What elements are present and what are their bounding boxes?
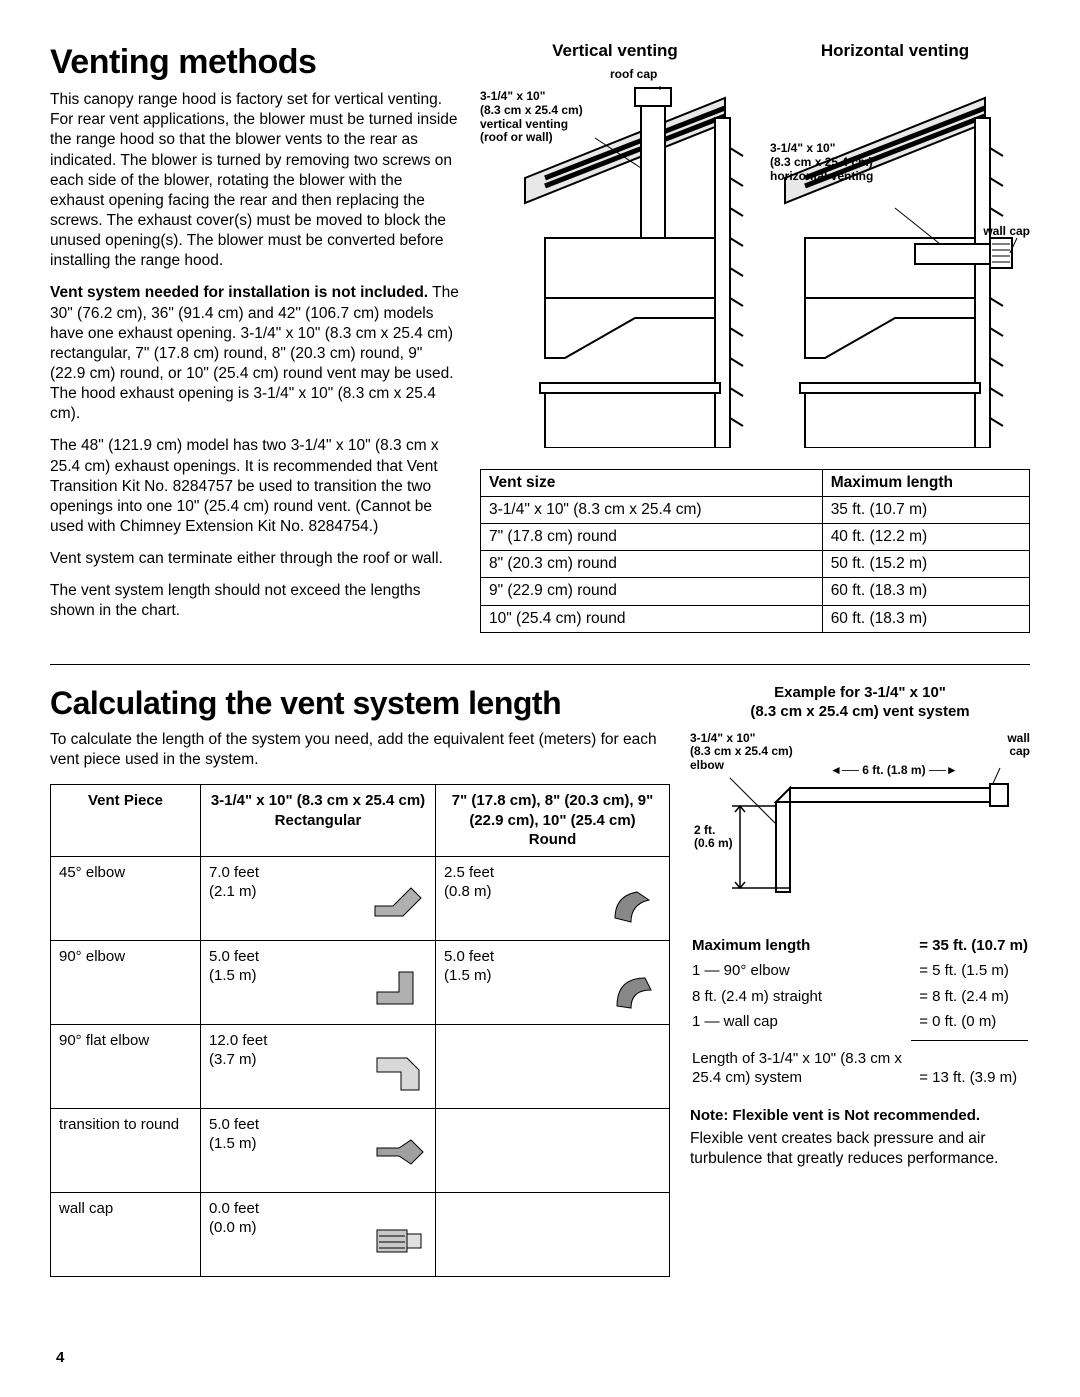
- example-svg: [690, 728, 1030, 918]
- note-body: Flexible vent creates back pressure and …: [690, 1129, 1030, 1169]
- transition-icon: [371, 1134, 427, 1186]
- calc-title: Calculating the vent system length: [50, 683, 670, 725]
- diagram-row: Vertical venting roof cap 3-1/4" x 10" (…: [480, 40, 1030, 455]
- piece-4-rect: 0.0 feet (0.0 m): [201, 1192, 436, 1276]
- calculating-section: Calculating the vent system length To ca…: [50, 664, 1030, 1277]
- venting-p2: Vent system needed for installation is n…: [50, 283, 460, 424]
- piece-3-name: transition to round: [51, 1108, 201, 1192]
- venting-p4: Vent system can terminate either through…: [50, 549, 460, 569]
- venting-diagrams-column: Vertical venting roof cap 3-1/4" x 10" (…: [480, 40, 1030, 634]
- vent-row-1-size: 7" (17.8 cm) round: [481, 524, 823, 551]
- ex-line-1-r: = 8 ft. (2.4 m): [911, 985, 1028, 1009]
- calc-intro: To calculate the length of the system yo…: [50, 730, 670, 770]
- horizontal-venting-diagram: Horizontal venting 3-1/4" x 10" (8.3 cm …: [760, 40, 1030, 455]
- piece-0-name: 45° elbow: [51, 856, 201, 940]
- ex-sum-r: = 13 ft. (3.9 m): [911, 1047, 1028, 1090]
- col-rect: 3-1/4" x 10" (8.3 cm x 25.4 cm) Rectangu…: [201, 785, 436, 857]
- wallcap-icon: [371, 1218, 427, 1270]
- piece-4-name: wall cap: [51, 1192, 201, 1276]
- vertical-vent-label: 3-1/4" x 10" (8.3 cm x 25.4 cm) vertical…: [480, 90, 583, 145]
- vertical-venting-diagram: Vertical venting roof cap 3-1/4" x 10" (…: [480, 40, 750, 455]
- piece-2-rect: 12.0 feet (3.7 m): [201, 1024, 436, 1108]
- ex-line-2-l: 1 — wall cap: [692, 1010, 909, 1034]
- piece-3-rect: 5.0 feet (1.5 m): [201, 1108, 436, 1192]
- ex-line-0-r: = 5 ft. (1.5 m): [911, 959, 1028, 983]
- round-45-elbow-icon: [605, 882, 661, 934]
- vent-row-1-len: 40 ft. (12.2 m): [822, 524, 1029, 551]
- col-piece: Vent Piece: [51, 785, 201, 857]
- vertical-title: Vertical venting: [480, 40, 750, 62]
- venting-title: Venting methods: [50, 40, 460, 84]
- piece-1-round: 5.0 feet (1.5 m): [436, 940, 670, 1024]
- col-round: 7" (17.8 cm), 8" (20.3 cm), 9" (22.9 cm)…: [436, 785, 670, 857]
- vent-row-2-size: 8" (20.3 cm) round: [481, 551, 823, 578]
- vent-size-header: Vent size: [481, 469, 823, 496]
- ex-line-0-l: 1 — 90° elbow: [692, 959, 909, 983]
- vent-row-3-len: 60 ft. (18.3 m): [822, 578, 1029, 605]
- piece-0-rect: 7.0 feet (2.1 m): [201, 856, 436, 940]
- rect-90-flat-elbow-icon: [371, 1050, 427, 1102]
- vent-row-0-size: 3-1/4" x 10" (8.3 cm x 25.4 cm): [481, 497, 823, 524]
- max-length-header: Maximum length: [822, 469, 1029, 496]
- piece-3-round: [436, 1108, 670, 1192]
- roofcap-label: roof cap: [610, 68, 657, 82]
- vent-row-0-len: 35 ft. (10.7 m): [822, 497, 1029, 524]
- piece-1-name: 90° elbow: [51, 940, 201, 1024]
- venting-p1: This canopy range hood is factory set fo…: [50, 90, 460, 271]
- page-number: 4: [56, 1348, 64, 1368]
- ex-line-2-r: = 0 ft. (0 m): [911, 1010, 1028, 1034]
- venting-p3: The 48" (121.9 cm) model has two 3-1/4" …: [50, 436, 460, 537]
- vent-pieces-table: Vent Piece 3-1/4" x 10" (8.3 cm x 25.4 c…: [50, 784, 670, 1277]
- vent-row-2-len: 50 ft. (15.2 m): [822, 551, 1029, 578]
- rect-90-elbow-icon: [371, 966, 427, 1018]
- example-diagram: 3-1/4" x 10" (8.3 cm x 25.4 cm) elbow wa…: [690, 728, 1030, 918]
- note-heading: Note: Flexible vent is Not recommended.: [690, 1106, 1030, 1126]
- example-title-1: Example for 3-1/4" x 10": [690, 683, 1030, 703]
- piece-0-round: 2.5 feet (0.8 m): [436, 856, 670, 940]
- venting-text-column: Venting methods This canopy range hood i…: [50, 40, 460, 634]
- vent-row-3-size: 9" (22.9 cm) round: [481, 578, 823, 605]
- vent-row-4-size: 10" (25.4 cm) round: [481, 605, 823, 632]
- rect-45-elbow-icon: [371, 882, 427, 934]
- ex-line-1-l: 8 ft. (2.4 m) straight: [692, 985, 909, 1009]
- example-title-2: (8.3 cm x 25.4 cm) vent system: [690, 702, 1030, 722]
- piece-1-rect: 5.0 feet (1.5 m): [201, 940, 436, 1024]
- example-calc-table: Maximum length = 35 ft. (10.7 m) 1 — 90°…: [690, 932, 1030, 1092]
- horizontal-diagram-svg: [765, 68, 1025, 448]
- vent-size-table: Vent size Maximum length 3-1/4" x 10" (8…: [480, 469, 1030, 633]
- round-90-elbow-icon: [605, 966, 661, 1018]
- piece-4-round: [436, 1192, 670, 1276]
- venting-p5: The vent system length should not exceed…: [50, 581, 460, 621]
- venting-p2-lead: Vent system needed for installation is n…: [50, 284, 428, 301]
- ex-max-label: Maximum length: [692, 934, 909, 958]
- calc-left-column: Calculating the vent system length To ca…: [50, 683, 670, 1277]
- sum-divider: [911, 1040, 1028, 1041]
- ex-max-value: = 35 ft. (10.7 m): [911, 934, 1028, 958]
- venting-methods-section: Venting methods This canopy range hood i…: [50, 40, 1030, 634]
- horizontal-vent-label: 3-1/4" x 10" (8.3 cm x 25.4 cm) horizont…: [770, 142, 873, 183]
- example-column: Example for 3-1/4" x 10" (8.3 cm x 25.4 …: [690, 683, 1030, 1277]
- horizontal-title: Horizontal venting: [760, 40, 1030, 62]
- piece-2-name: 90° flat elbow: [51, 1024, 201, 1108]
- vent-row-4-len: 60 ft. (18.3 m): [822, 605, 1029, 632]
- venting-p2-body: The 30" (76.2 cm), 36" (91.4 cm) and 42"…: [50, 284, 459, 422]
- ex-sum-l: Length of 3-1/4" x 10" (8.3 cm x 25.4 cm…: [692, 1047, 909, 1090]
- wallcap-label: wall cap: [983, 225, 1030, 239]
- piece-2-round: [436, 1024, 670, 1108]
